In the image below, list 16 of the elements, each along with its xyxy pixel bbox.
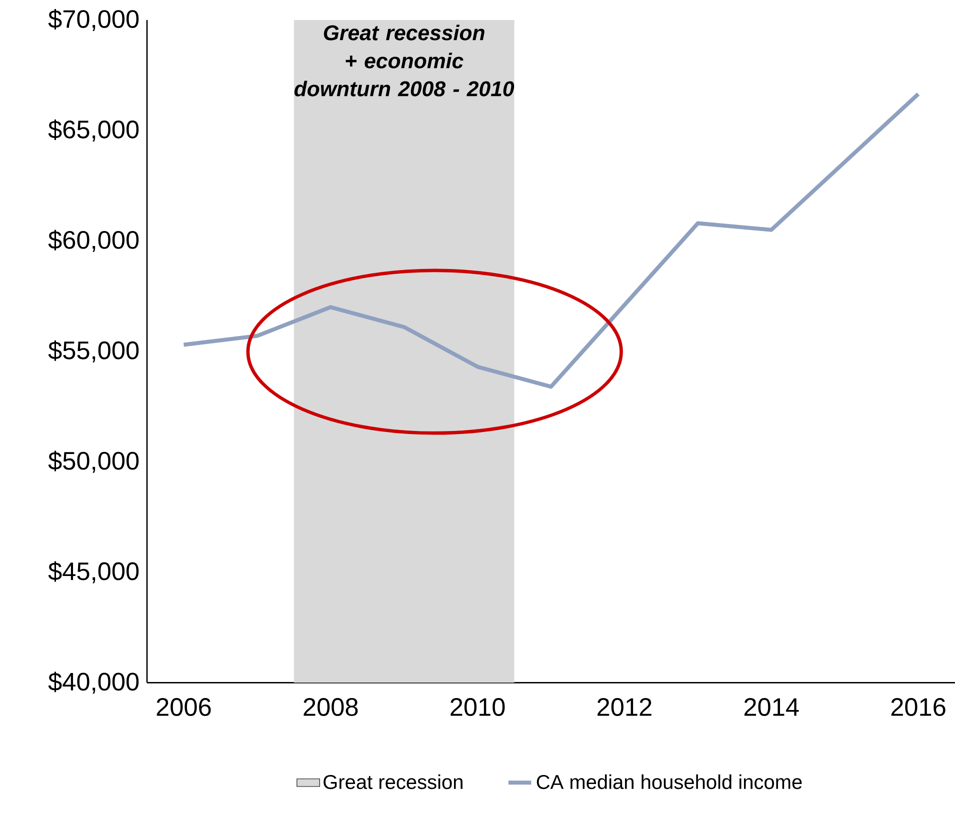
y-tick-label: $65,000 <box>48 120 139 142</box>
y-tick-label: $55,000 <box>48 340 139 362</box>
x-tick-label: 2008 <box>304 698 358 716</box>
y-tick-label: $50,000 <box>48 450 139 473</box>
legend-label: CA median household income <box>536 774 802 790</box>
y-tick-label: $45,000 <box>48 561 139 584</box>
legend-label: Great recession <box>324 774 462 790</box>
x-tick-label: 2016 <box>891 698 946 716</box>
x-tick-label: 2010 <box>450 698 505 716</box>
y-tick-label: $40,000 <box>48 672 139 694</box>
y-tick-label: $60,000 <box>48 230 139 252</box>
y-tick-label: $70,000 <box>48 9 139 32</box>
annotation: Great recession + economic downturn 2008 - 2010 <box>294 24 514 97</box>
x-tick-label: 2014 <box>744 698 799 716</box>
x-tick-label: 2006 <box>156 698 211 716</box>
x-tick-label: 2012 <box>598 698 652 716</box>
